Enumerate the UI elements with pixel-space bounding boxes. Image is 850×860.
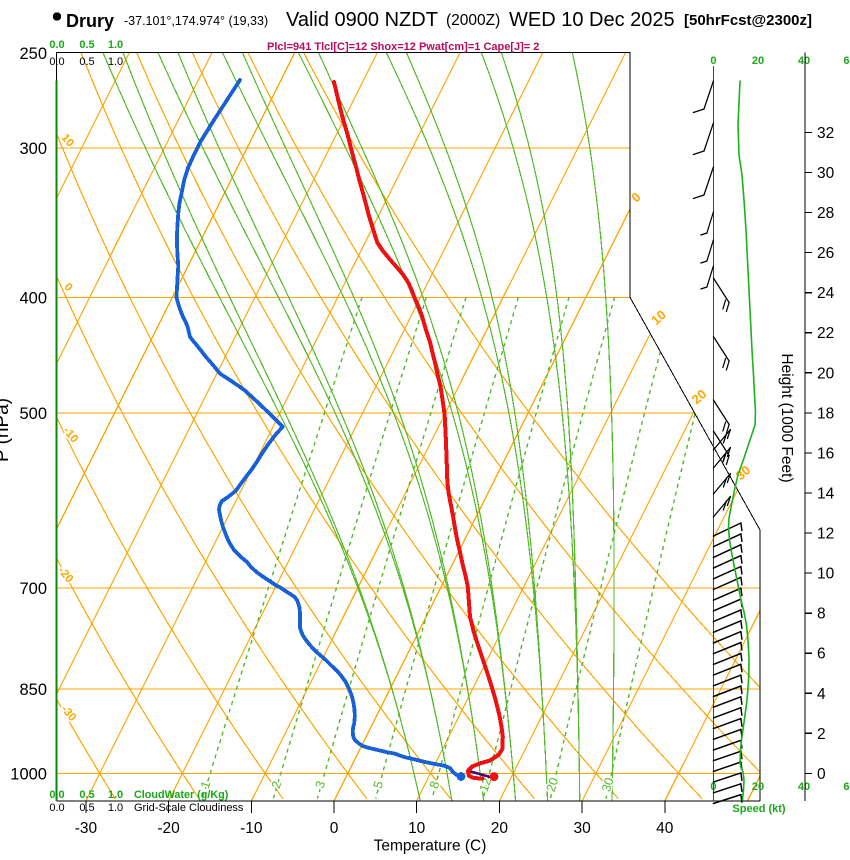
svg-text:-20: -20 (157, 820, 180, 837)
svg-text:500: 500 (19, 405, 47, 423)
svg-text:250: 250 (19, 45, 47, 63)
svg-text:40: 40 (656, 820, 674, 837)
svg-text:-30: -30 (75, 820, 98, 837)
svg-text:30: 30 (817, 165, 835, 182)
svg-text:12: 12 (817, 526, 834, 543)
svg-text:0.0: 0.0 (49, 802, 64, 814)
svg-text:850: 850 (19, 681, 47, 699)
svg-text:400: 400 (19, 289, 47, 307)
svg-text:1.0: 1.0 (108, 802, 123, 814)
svg-text:(2000Z): (2000Z) (446, 12, 500, 29)
svg-text:1.0: 1.0 (108, 39, 123, 51)
svg-text:60: 60 (843, 55, 850, 67)
svg-text:6: 6 (817, 646, 826, 663)
svg-text:40: 40 (798, 55, 810, 67)
svg-text:30: 30 (573, 820, 591, 837)
svg-text:0.5: 0.5 (79, 802, 94, 814)
svg-text:0.0: 0.0 (49, 39, 64, 51)
svg-text:0.5: 0.5 (79, 56, 94, 68)
svg-text:2: 2 (817, 726, 826, 743)
svg-text:28: 28 (817, 205, 834, 222)
svg-text:0: 0 (330, 820, 339, 837)
svg-text:0.5: 0.5 (79, 39, 94, 51)
svg-text:22: 22 (817, 325, 834, 342)
svg-text:30: 30 (599, 776, 617, 794)
svg-text:Drury: Drury (66, 11, 114, 31)
svg-text:32: 32 (817, 125, 834, 142)
svg-text:16: 16 (817, 445, 834, 462)
svg-text:Speed (kt): Speed (kt) (732, 803, 786, 815)
svg-text:Temperature (C): Temperature (C) (374, 838, 487, 855)
svg-text:1.0: 1.0 (108, 789, 123, 801)
svg-text:18: 18 (817, 405, 834, 422)
svg-text:0: 0 (817, 766, 826, 783)
svg-text:1000: 1000 (10, 765, 47, 783)
svg-text:Valid 0900 NZDT: Valid 0900 NZDT (286, 9, 438, 31)
svg-text:60: 60 (843, 781, 850, 793)
svg-text:[50hrFcst@2300z]: [50hrFcst@2300z] (684, 12, 812, 29)
svg-text:26: 26 (817, 245, 834, 262)
svg-text:1.0: 1.0 (108, 56, 123, 68)
svg-text:0: 0 (710, 55, 716, 67)
svg-text:20: 20 (491, 820, 509, 837)
svg-text:4: 4 (817, 686, 826, 703)
svg-text:700: 700 (19, 580, 47, 598)
svg-text:24: 24 (817, 285, 835, 302)
svg-text:20: 20 (752, 55, 764, 67)
svg-text:P (hPa): P (hPa) (0, 398, 13, 462)
svg-text:0.0: 0.0 (49, 789, 64, 801)
svg-text:Grid-Scale Cloudiness: Grid-Scale Cloudiness (134, 802, 244, 814)
svg-text:0.0: 0.0 (49, 56, 64, 68)
svg-text:-37.101°,174.974° (19,33): -37.101°,174.974° (19,33) (124, 14, 268, 28)
svg-text:-10: -10 (240, 820, 263, 837)
svg-text:CloudWater (g/Kg): CloudWater (g/Kg) (134, 789, 229, 801)
svg-text:10: 10 (408, 820, 426, 837)
svg-text:WED 10 Dec 2025: WED 10 Dec 2025 (509, 9, 675, 31)
svg-text:8: 8 (817, 606, 826, 623)
svg-text:14: 14 (817, 486, 835, 503)
svg-text:40: 40 (798, 781, 810, 793)
svg-text:10: 10 (817, 566, 835, 583)
svg-text:Height (1000 Feet): Height (1000 Feet) (778, 353, 795, 482)
svg-text:20: 20 (544, 776, 562, 794)
svg-text:0.5: 0.5 (79, 789, 94, 801)
svg-text:20: 20 (817, 365, 835, 382)
svg-text:300: 300 (19, 140, 47, 158)
svg-text:Plcl=941 Tlcl[C]=12 Shox=12 Pw: Plcl=941 Tlcl[C]=12 Shox=12 Pwat[cm]=1 C… (267, 41, 539, 53)
svg-text:20: 20 (752, 781, 764, 793)
